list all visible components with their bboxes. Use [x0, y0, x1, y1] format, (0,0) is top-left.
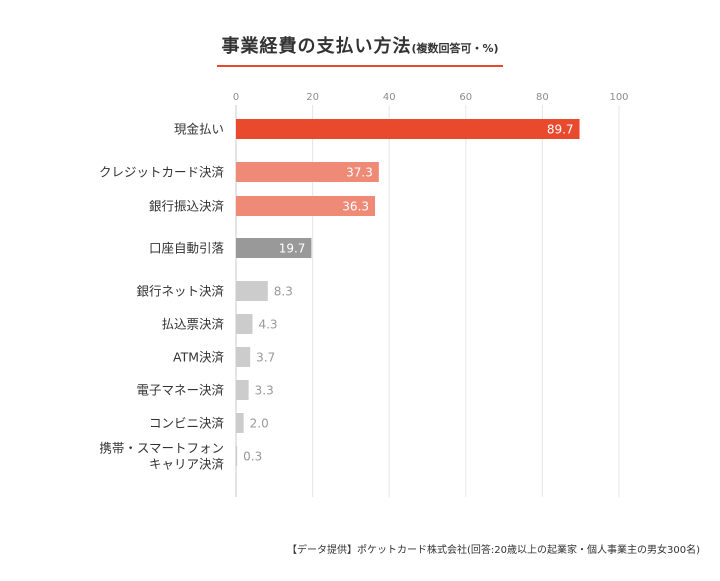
x-tick-label: 80	[536, 92, 549, 103]
bar	[236, 413, 244, 433]
x-tick-label: 60	[459, 92, 472, 103]
value-label: 3.3	[255, 384, 274, 398]
bar	[236, 162, 379, 182]
chart-title-note: (複数回答可・%)	[411, 42, 499, 55]
x-tick-label: 0	[233, 92, 239, 103]
bar	[236, 446, 238, 466]
value-label: 8.3	[274, 285, 293, 299]
value-label: 89.7	[547, 123, 574, 137]
category-label: 払込票決済	[161, 317, 224, 332]
chart-title: 事業経費の支払い方法(複数回答可・%)	[217, 32, 503, 67]
bar	[236, 238, 312, 258]
category-label: 口座自動引落	[149, 241, 225, 256]
category-label: 銀行ネット決済	[136, 284, 224, 299]
x-tick-label: 100	[609, 92, 628, 103]
value-label: 3.7	[256, 351, 275, 365]
value-label: 4.3	[258, 318, 277, 332]
value-label: 2.0	[250, 417, 269, 431]
bar	[236, 281, 268, 301]
category-label: コンビニ決済	[149, 416, 225, 431]
x-tick-label: 20	[306, 92, 319, 103]
category-label: 携帯・スマートフォン	[99, 441, 224, 456]
value-label: 19.7	[279, 242, 306, 256]
category-label: 現金払い	[174, 122, 224, 137]
source-note: 【データ提供】ポケットカード株式会社(回答:20歳以上の起業家・個人事業主の男女…	[287, 545, 700, 556]
value-label: 36.3	[342, 200, 369, 214]
category-label: キャリア決済	[149, 457, 225, 472]
category-label: 電子マネー決済	[136, 383, 224, 398]
category-label: ATM決済	[173, 350, 225, 365]
bar	[236, 347, 251, 367]
bar	[236, 119, 580, 139]
bar	[236, 196, 376, 216]
bar	[236, 314, 253, 334]
category-label: クレジットカード決済	[99, 165, 225, 180]
value-label: 37.3	[346, 166, 373, 180]
x-tick-label: 40	[383, 92, 396, 103]
value-label: 0.3	[243, 450, 262, 464]
chart-title-main: 事業経費の支払い方法	[221, 36, 412, 57]
bar	[236, 380, 249, 400]
category-label: 銀行振込決済	[149, 199, 225, 214]
chart-title-wrap: 事業経費の支払い方法(複数回答可・%)	[0, 32, 720, 67]
